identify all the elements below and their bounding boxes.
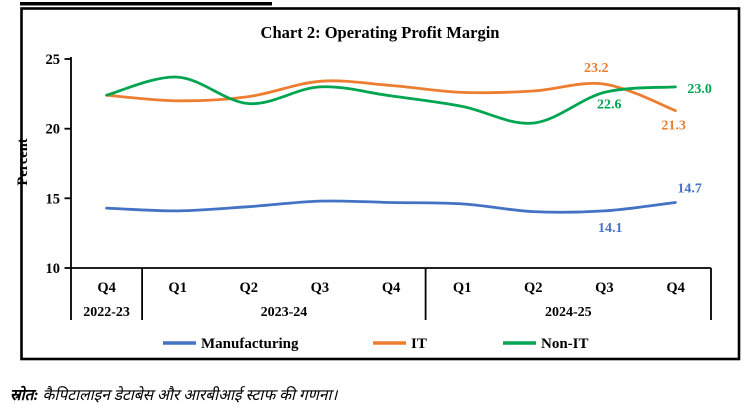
y-axis-title: Percent	[15, 138, 31, 185]
data-label-it-21.3: 21.3	[661, 119, 686, 134]
legend-label-non-it: Non-IT	[541, 336, 589, 352]
source-text: कैपिटालाइन डेटाबेस और आरबीआई स्टाफ की गण…	[38, 387, 338, 404]
source-note: स्रोत: कैपिटालाइन डेटाबेस और आरबीआई स्टा…	[10, 383, 337, 405]
y-tick-label-10: 10	[46, 261, 61, 277]
data-label-it-23.2: 23.2	[584, 61, 609, 76]
quarter-label-6: Q2	[524, 280, 543, 296]
year-label-2022-23: 2022-23	[83, 305, 130, 320]
quarter-label-2: Q2	[240, 280, 259, 296]
y-tick-label-20: 20	[46, 122, 61, 138]
quarter-label-8: Q4	[666, 280, 685, 296]
data-label-manufacturing-14.1: 14.1	[598, 221, 623, 236]
year-label-2024-25: 2024-25	[545, 305, 592, 320]
chart-frame	[20, 7, 741, 361]
series-line-manufacturing	[105, 199, 677, 214]
chart-title: Chart 2: Operating Profit Margin	[261, 23, 500, 42]
y-tick-label-25: 25	[46, 52, 61, 68]
source-prefix: स्रोत:	[10, 387, 39, 404]
y-tick-label-15: 15	[46, 191, 61, 207]
series-line-non-it	[105, 75, 677, 125]
data-label-non-it-22.6: 22.6	[597, 97, 622, 112]
legend-label-manufacturing: Manufacturing	[201, 336, 299, 352]
series-line-it	[105, 79, 677, 112]
year-label-2023-24: 2023-24	[261, 305, 308, 320]
quarter-label-0: Q4	[97, 280, 116, 296]
quarter-label-1: Q1	[168, 280, 187, 296]
quarter-label-4: Q4	[382, 280, 401, 296]
quarter-label-3: Q3	[311, 280, 330, 296]
legend: Manufacturing IT Non-IT	[163, 336, 589, 352]
plot-area: 23.2 21.3 22.6 23.0 14.1 14.7	[105, 61, 712, 236]
data-label-non-it-23.0: 23.0	[687, 82, 712, 97]
data-label-manufacturing-14.7: 14.7	[677, 182, 702, 197]
crop-artifact-line	[20, 2, 272, 6]
legend-label-it: IT	[411, 336, 427, 352]
quarter-label-5: Q1	[453, 280, 472, 296]
quarter-label-7: Q3	[595, 280, 614, 296]
